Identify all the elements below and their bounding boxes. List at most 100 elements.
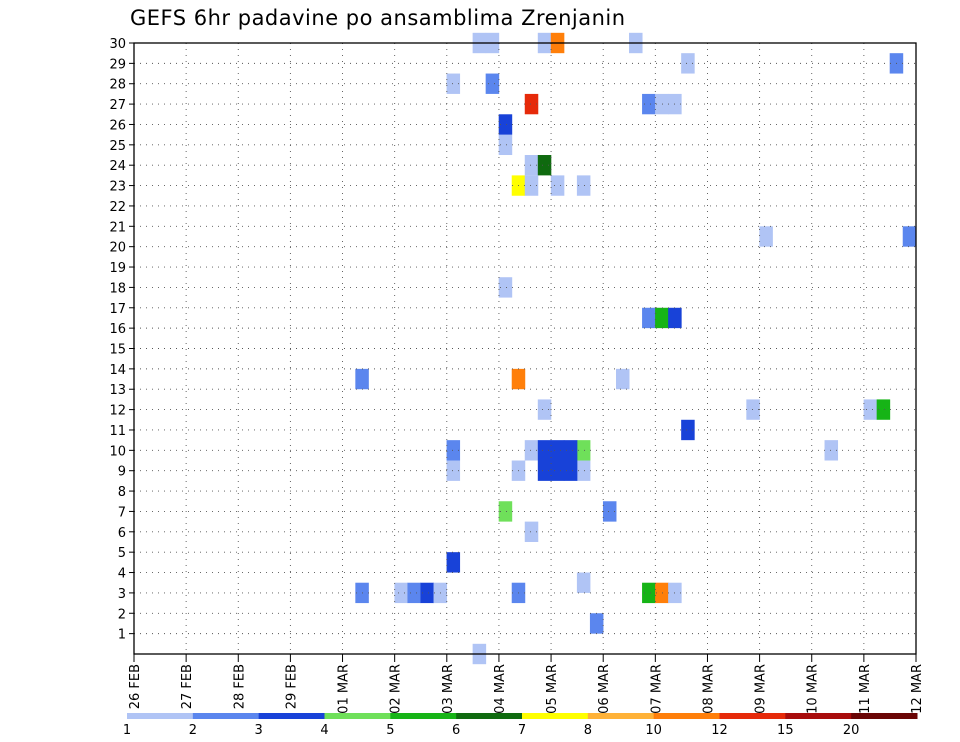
x-tick-label: 04 MAR [493, 664, 508, 714]
precip-cell [407, 582, 421, 604]
precip-cell [642, 93, 656, 115]
precip-cell [498, 501, 513, 522]
y-tick-label: 21 [109, 220, 126, 235]
x-tick-label: 01 MAR [337, 664, 352, 714]
x-tick-label: 07 MAR [649, 664, 664, 714]
colorbar-segment [324, 713, 391, 719]
y-tick-label: 3 [118, 587, 126, 602]
x-tick-label: 09 MAR [754, 664, 769, 714]
precip-cell [524, 175, 539, 196]
precip-cell [576, 175, 591, 196]
y-tick-label: 13 [109, 383, 126, 398]
y-tick-label: 6 [118, 526, 126, 541]
colorbar-label: 20 [843, 723, 860, 738]
precip-cell [537, 155, 552, 176]
precip-cell [550, 440, 565, 481]
y-tick-label: 7 [118, 505, 126, 520]
y-tick-label: 2 [118, 607, 126, 622]
x-tick-label: 06 MAR [597, 664, 612, 714]
colorbar-label: 8 [584, 723, 592, 738]
y-tick-label: 26 [109, 118, 126, 133]
precip-cell [537, 440, 552, 481]
y-tick-label: 29 [109, 57, 126, 72]
colorbar-label: 12 [711, 723, 728, 738]
y-tick-label: 9 [118, 465, 126, 480]
precip-cell [563, 440, 578, 481]
x-tick-label: 08 MAR [701, 664, 716, 714]
y-tick-label: 18 [109, 281, 126, 296]
colorbar-segment [456, 713, 523, 719]
precip-cell [511, 368, 526, 390]
colorbar-label: 15 [777, 723, 794, 738]
y-tick-label: 19 [109, 261, 126, 276]
x-tick-label: 05 MAR [545, 664, 560, 714]
y-tick-label: 1 [118, 628, 126, 643]
precip-cell [355, 368, 369, 390]
y-tick-label: 10 [109, 444, 126, 459]
y-tick-label: 4 [118, 567, 126, 582]
precip-cell [824, 440, 839, 461]
precip-cell [681, 419, 695, 441]
x-tick-label: 12 MAR [910, 664, 925, 714]
x-tick-label: 02 MAR [389, 664, 404, 714]
colorbar-segment [653, 713, 720, 719]
precip-cell [537, 399, 552, 420]
x-tick-label: 29 FEB [284, 664, 299, 709]
y-tick-label: 14 [109, 363, 126, 378]
precip-cell [642, 582, 656, 604]
colorbar-segment [719, 713, 786, 719]
precip-cell [485, 73, 500, 94]
colorbar-label: 3 [255, 723, 263, 738]
precip-cell [876, 399, 891, 420]
precip-cell [446, 460, 461, 481]
precip-cell [576, 440, 591, 461]
colorbar-label: 6 [452, 723, 460, 738]
colorbar-legend: 1 2 3 4 5 6 7 8 10 12 15 20 [123, 713, 918, 738]
colorbar-label: 5 [386, 723, 394, 738]
colorbar-segment [127, 713, 194, 719]
precip-cell [655, 582, 669, 604]
precip-cell [498, 114, 513, 135]
colorbar-segment [390, 713, 457, 719]
precip-cell [550, 175, 565, 196]
precip-cell [446, 73, 461, 94]
colorbar-label: 7 [518, 723, 526, 738]
x-tick-label: 10 MAR [806, 664, 821, 714]
precip-cell [524, 93, 539, 115]
precip-cell [576, 572, 591, 593]
precip-cell [420, 582, 434, 604]
precip-cell [655, 307, 669, 329]
colorbar-label: 2 [189, 723, 197, 738]
precip-cell [759, 226, 773, 247]
x-tick-label: 28 FEB [232, 664, 247, 709]
y-tick-label: 27 [109, 98, 126, 113]
precip-cell [616, 368, 630, 390]
colorbar-label: 4 [320, 723, 328, 738]
precip-cell [446, 552, 461, 573]
colorbar-segment [785, 713, 852, 719]
grid-lines [134, 42, 916, 654]
colorbar-segment [522, 713, 589, 719]
precip-cell [902, 226, 917, 247]
y-tick-label: 15 [109, 343, 126, 358]
x-tick-label: 11 MAR [858, 664, 873, 714]
y-tick-label: 16 [109, 322, 126, 337]
y-tick-label: 8 [118, 485, 126, 500]
precip-cell [446, 440, 461, 461]
precip-cell [394, 582, 408, 604]
y-tick-label: 17 [109, 302, 126, 317]
precip-cell [655, 93, 669, 115]
precip-cell [498, 277, 513, 298]
y-tick-label: 23 [109, 180, 126, 195]
precip-cell [524, 521, 539, 542]
y-tick-label: 25 [109, 139, 126, 154]
precipitation-cells [355, 32, 917, 665]
colorbar-segment [258, 713, 325, 719]
precip-cell [642, 307, 656, 329]
precip-cell [863, 399, 878, 420]
y-tick-label: 22 [109, 200, 126, 215]
precip-cell [602, 501, 617, 522]
y-tick-label: 11 [109, 424, 126, 439]
precip-cell [746, 399, 760, 420]
